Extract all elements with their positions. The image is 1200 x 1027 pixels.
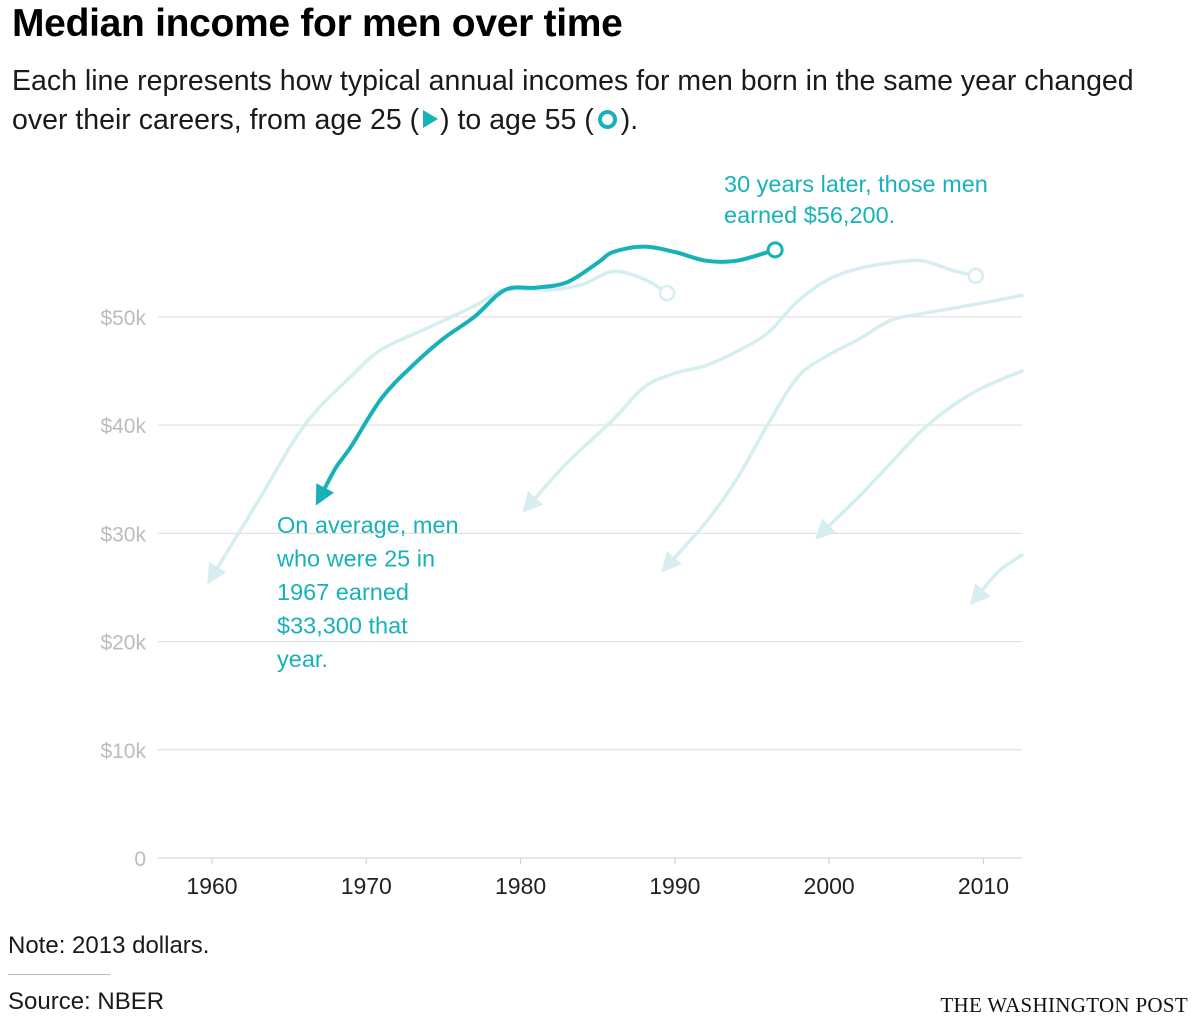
- series-line-3: [819, 369, 1024, 536]
- end-annotation-line: 30 years later, those men: [724, 171, 988, 197]
- y-tick-label: 0: [134, 848, 146, 871]
- end-circle-icon: [658, 284, 676, 302]
- x-tick-label: 1960: [186, 873, 237, 899]
- start-annotation-line: who were 25 in: [276, 546, 435, 572]
- x-tick-label: 2000: [804, 873, 855, 899]
- start-triangle-icon: [815, 518, 837, 540]
- chart-subtitle: Each line represents how typical annual …: [12, 62, 1187, 140]
- subtitle-text-start: Each line represents how typical annual …: [12, 65, 1134, 136]
- chart-note: Note: 2013 dollars.: [8, 932, 210, 959]
- x-tick-label: 1970: [341, 873, 392, 899]
- y-tick-label: $20k: [100, 632, 146, 655]
- footer-divider: [8, 974, 110, 975]
- subtitle-text-end: ).: [620, 104, 639, 136]
- end-annotation-line: earned $56,200.: [724, 202, 895, 228]
- highlighted-series-line: [318, 244, 778, 500]
- triangle-marker-icon: [423, 110, 439, 129]
- start-triangle-icon: [969, 583, 991, 606]
- subtitle-text-middle: ) to age 55 (: [440, 104, 594, 136]
- chart-title: Median income for men over time: [12, 2, 623, 45]
- series-line-2: [665, 293, 1024, 568]
- series-line-1: [526, 258, 978, 509]
- y-tick-label: $10k: [100, 740, 146, 763]
- chart-source: Source: NBER: [8, 988, 165, 1015]
- y-tick-label: $50k: [100, 307, 146, 330]
- series-line-0: [210, 269, 669, 579]
- start-annotation-line: On average, men: [277, 512, 459, 538]
- start-triangle-icon: [522, 491, 544, 513]
- y-tick-label: $30k: [100, 523, 146, 546]
- start-triangle-icon: [207, 562, 227, 585]
- x-tick-label: 2010: [958, 873, 1009, 899]
- start-triangle-icon: [315, 483, 334, 506]
- x-tick-label: 1980: [495, 873, 546, 899]
- end-circle-icon: [967, 267, 984, 285]
- circle-marker-icon: [597, 109, 617, 129]
- start-annotation-line: 1967 earned: [277, 579, 409, 605]
- start-annotation-line: $33,300 that: [277, 613, 408, 639]
- y-tick-label: $40k: [100, 415, 146, 438]
- start-triangle-icon: [661, 551, 682, 573]
- publisher-logo: THE WASHINGTON POST: [940, 993, 1188, 1017]
- end-circle-icon: [766, 241, 784, 259]
- start-annotation-line: year.: [277, 646, 328, 672]
- x-tick-label: 1990: [649, 873, 700, 899]
